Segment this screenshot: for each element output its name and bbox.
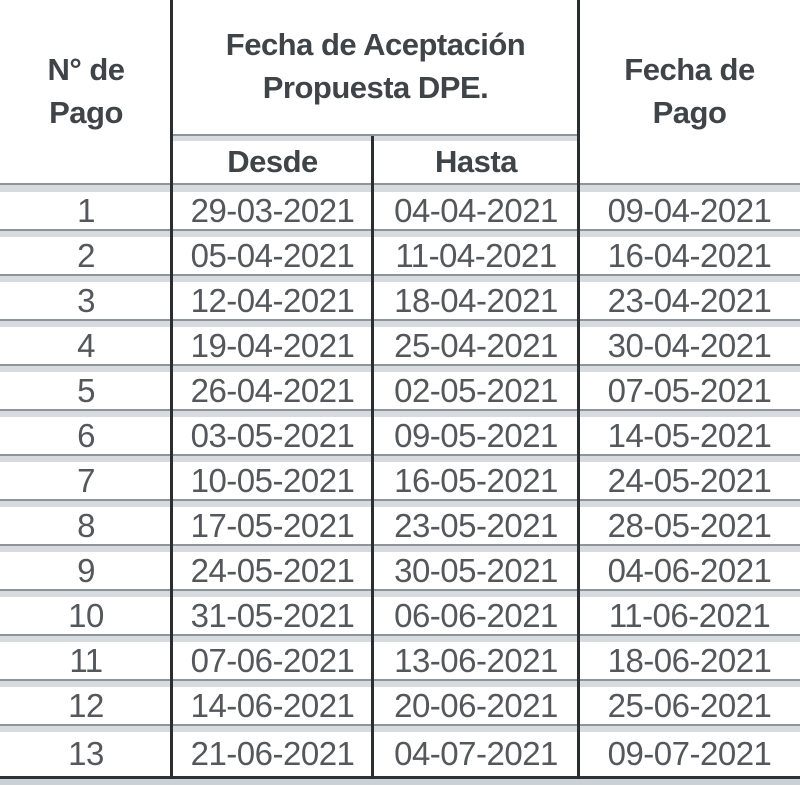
cell-num-pago: 4 bbox=[77, 326, 95, 364]
cell-num-pago: 3 bbox=[77, 281, 95, 319]
cell-hasta: 04-07-2021 bbox=[394, 735, 558, 772]
cell-desde: 29-03-2021 bbox=[190, 191, 355, 229]
row-separator bbox=[0, 229, 800, 237]
row-separator bbox=[0, 634, 800, 642]
cell-num-pago: 5 bbox=[77, 371, 95, 409]
table-row: 5 26-04-2021 02-05-2021 07-05-2021 bbox=[0, 372, 800, 409]
table-row: 2 05-04-2021 11-04-2021 16-04-2021 bbox=[0, 237, 800, 274]
cell-desde: 24-05-2021 bbox=[190, 551, 355, 589]
cell-hasta: 06-06-2021 bbox=[394, 596, 558, 634]
cell-hasta: 16-05-2021 bbox=[394, 461, 558, 499]
cell-num-pago: 9 bbox=[77, 551, 95, 589]
header-bottom-divider bbox=[0, 183, 800, 192]
cell-hasta: 09-05-2021 bbox=[394, 416, 558, 454]
cell-num-pago: 12 bbox=[68, 686, 104, 724]
row-separator bbox=[0, 319, 800, 327]
row-separator bbox=[0, 409, 800, 417]
table-row: 13 21-06-2021 04-07-2021 09-07-2021 bbox=[0, 732, 800, 776]
cell-fecha-pago: 18-06-2021 bbox=[607, 641, 772, 679]
cell-fecha-pago: 11-06-2021 bbox=[608, 596, 771, 634]
cell-desde: 19-04-2021 bbox=[190, 326, 355, 364]
header-fecha-aceptacion: Fecha de Aceptación Propuesta DPE. bbox=[225, 27, 526, 105]
table-row: 1 29-03-2021 04-04-2021 09-04-2021 bbox=[0, 192, 800, 229]
table-row: 7 10-05-2021 16-05-2021 24-05-2021 bbox=[0, 462, 800, 499]
table-row: 10 31-05-2021 06-06-2021 11-06-2021 bbox=[0, 597, 800, 634]
cell-desde: 31-05-2021 bbox=[190, 596, 355, 634]
cell-hasta: 20-06-2021 bbox=[394, 686, 558, 724]
column-divider bbox=[577, 0, 580, 779]
table-row: 9 24-05-2021 30-05-2021 04-06-2021 bbox=[0, 552, 800, 589]
header-subdivider bbox=[172, 134, 579, 141]
row-separator bbox=[0, 679, 800, 687]
cell-num-pago: 1 bbox=[77, 191, 95, 229]
table-row: 3 12-04-2021 18-04-2021 23-04-2021 bbox=[0, 282, 800, 319]
subheader-desde: Desde bbox=[227, 143, 318, 179]
cell-hasta: 13-06-2021 bbox=[394, 641, 558, 679]
table-row: 11 07-06-2021 13-06-2021 18-06-2021 bbox=[0, 642, 800, 679]
cell-desde: 21-06-2021 bbox=[190, 735, 355, 772]
cell-desde: 05-04-2021 bbox=[190, 236, 355, 274]
cell-hasta: 23-05-2021 bbox=[394, 506, 558, 544]
cell-hasta: 30-05-2021 bbox=[394, 551, 558, 589]
row-separator bbox=[0, 274, 800, 282]
subheader-hasta: Hasta bbox=[435, 143, 517, 179]
row-separator bbox=[0, 499, 800, 507]
cell-fecha-pago: 09-04-2021 bbox=[607, 191, 772, 229]
row-separator bbox=[0, 454, 800, 462]
cell-num-pago: 11 bbox=[69, 641, 103, 679]
cell-fecha-pago: 16-04-2021 bbox=[607, 236, 772, 274]
column-divider bbox=[170, 0, 173, 779]
header-aceptacion-group: Fecha de Aceptación Propuesta DPE. Desde… bbox=[172, 0, 579, 183]
cell-num-pago: 2 bbox=[77, 236, 95, 274]
cell-num-pago: 8 bbox=[77, 506, 95, 544]
subheader-row: Desde Hasta bbox=[172, 141, 579, 183]
table-row: 6 03-05-2021 09-05-2021 14-05-2021 bbox=[0, 417, 800, 454]
cell-fecha-pago: 25-06-2021 bbox=[607, 686, 772, 724]
cell-fecha-pago: 14-05-2021 bbox=[607, 416, 772, 454]
table-row: 8 17-05-2021 23-05-2021 28-05-2021 bbox=[0, 507, 800, 544]
cell-hasta: 11-04-2021 bbox=[395, 236, 557, 274]
cell-num-pago: 7 bbox=[77, 461, 95, 499]
cell-fecha-pago: 30-04-2021 bbox=[607, 326, 772, 364]
row-separator bbox=[0, 544, 800, 552]
row-separator bbox=[0, 724, 800, 732]
cell-hasta: 25-04-2021 bbox=[394, 326, 558, 364]
cell-desde: 14-06-2021 bbox=[190, 686, 355, 724]
row-separator bbox=[0, 589, 800, 597]
table-bottom-border bbox=[0, 776, 800, 785]
table-row: 4 19-04-2021 25-04-2021 30-04-2021 bbox=[0, 327, 800, 364]
cell-desde: 26-04-2021 bbox=[190, 371, 355, 409]
cell-hasta: 02-05-2021 bbox=[394, 371, 558, 409]
cell-fecha-pago: 24-05-2021 bbox=[607, 461, 772, 499]
cell-desde: 03-05-2021 bbox=[190, 416, 355, 454]
cell-fecha-pago: 04-06-2021 bbox=[607, 551, 772, 589]
row-separator bbox=[0, 364, 800, 372]
cell-num-pago: 10 bbox=[68, 596, 104, 634]
cell-num-pago: 13 bbox=[68, 735, 104, 772]
cell-hasta: 18-04-2021 bbox=[394, 281, 558, 319]
header-fecha-pago: Fecha de Pago bbox=[624, 51, 755, 130]
table-row: 12 14-06-2021 20-06-2021 25-06-2021 bbox=[0, 687, 800, 724]
cell-desde: 12-04-2021 bbox=[190, 281, 355, 319]
cell-fecha-pago: 23-04-2021 bbox=[607, 281, 772, 319]
cell-num-pago: 6 bbox=[77, 416, 95, 454]
cell-fecha-pago: 28-05-2021 bbox=[607, 506, 772, 544]
column-divider bbox=[371, 136, 374, 779]
cell-fecha-pago: 09-07-2021 bbox=[607, 735, 772, 772]
table-header: N° de Pago Fecha de Aceptación Propuesta… bbox=[0, 0, 800, 183]
cell-desde: 10-05-2021 bbox=[190, 461, 355, 499]
cell-desde: 07-06-2021 bbox=[190, 641, 355, 679]
cell-hasta: 04-04-2021 bbox=[394, 191, 558, 229]
header-num-pago: N° de Pago bbox=[47, 51, 125, 130]
cell-desde: 17-05-2021 bbox=[190, 506, 355, 544]
cell-fecha-pago: 07-05-2021 bbox=[607, 371, 772, 409]
